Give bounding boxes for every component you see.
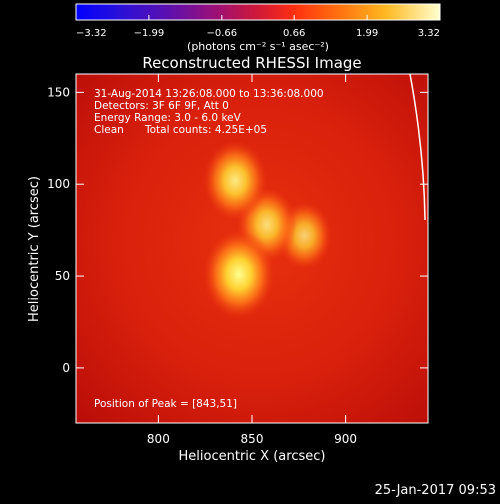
y-tick-label: 50: [55, 269, 70, 283]
colorbar-tick-label: −0.66: [206, 28, 237, 39]
image-area: [76, 74, 428, 423]
annotation-energy-range: Energy Range: 3.0 - 6.0 keV: [94, 112, 242, 124]
x-tick-label: 800: [147, 432, 170, 446]
x-axis-label: Heliocentric X (arcsec): [179, 449, 326, 464]
colorbar-tick-label: 1.99: [356, 28, 378, 39]
emission-source: [203, 140, 268, 221]
colorbar-tick-label: −3.32: [76, 28, 107, 39]
sources-layer: [203, 140, 332, 319]
solar-limb: [409, 74, 426, 221]
annotation-time-range: 31-Aug-2014 13:26:08.000 to 13:36:08.000: [94, 88, 324, 100]
colorbar-tick-label: 0.66: [283, 28, 305, 39]
emission-source: [203, 229, 275, 319]
colorbar: [75, 3, 441, 21]
x-axis-ticks: 800 850 900: [147, 74, 357, 446]
y-axis-label: Heliocentric Y (arcsec): [27, 176, 42, 322]
y-axis-ticks: 0 50 100 150: [47, 85, 428, 375]
x-tick-label: 850: [241, 432, 264, 446]
footer-timestamp: 25-Jan-2017 09:53: [375, 483, 496, 498]
colorbar-ticks: −3.32 −1.99 −0.66 0.66 1.99 3.32: [75, 15, 441, 39]
annotation-clean: Clean: [94, 124, 124, 136]
annotation-total-counts: Total counts: 4.25E+05: [144, 124, 267, 136]
y-tick-label: 150: [47, 85, 70, 99]
colorbar-tick-label: −1.99: [134, 28, 165, 39]
y-tick-label: 0: [62, 361, 70, 375]
colorbar-units-label: (photons cm⁻² s⁻¹ asec⁻²): [187, 40, 329, 53]
annotation-peak-position: Position of Peak = [843,51]: [94, 398, 237, 410]
colorbar-tick-label: 3.32: [418, 28, 440, 39]
chart-title: Reconstructed RHESSI Image: [142, 54, 361, 72]
y-tick-label: 100: [47, 177, 70, 191]
annotation-detectors: Detectors: 3F 6F 9F, Att 0: [94, 100, 229, 112]
x-tick-label: 900: [334, 432, 357, 446]
